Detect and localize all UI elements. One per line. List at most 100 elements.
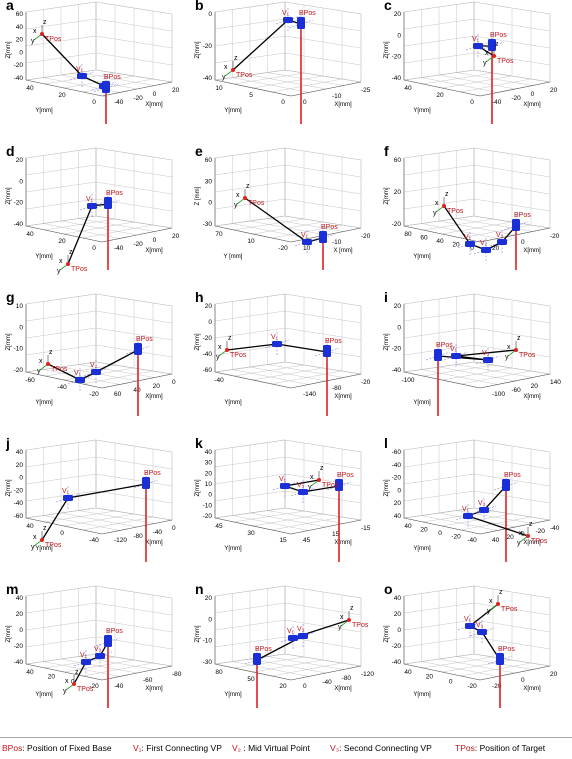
y-tick-label: 0 <box>281 99 285 106</box>
x-tick-label: 0 <box>303 683 307 690</box>
frame-z-label: z <box>495 41 499 48</box>
virtual-point-block <box>87 203 97 209</box>
frame-y-label: y <box>487 608 491 615</box>
joint-guide <box>244 655 270 665</box>
target-point <box>225 348 229 352</box>
y-tick-label: 20 <box>420 527 428 534</box>
joint-guide <box>479 41 505 51</box>
frame-x-label: x <box>519 530 523 537</box>
x-tick-label: 60 <box>114 391 122 398</box>
x-axis-label: X [mm] <box>334 248 353 254</box>
panel-a: 60 40 20 0 -20 -40 40 20 0 -40 -20 0 20 Z[mm] Y[mm] X[m… <box>4 0 184 144</box>
y-axis-label: Y[mm] <box>224 108 242 114</box>
z-axis-label: Z[mm] <box>195 625 201 642</box>
x-tick-label: -20 <box>361 233 371 240</box>
x-axis-label: X[mm] <box>523 248 541 254</box>
y-tick-label: -20 <box>89 391 99 398</box>
frame-x-label: x <box>310 474 314 481</box>
tpos-label: TPos <box>71 266 88 273</box>
frame-y-label: y <box>216 354 220 361</box>
target-point <box>317 478 321 482</box>
x-tick-label: -80 <box>172 671 182 678</box>
frame-x-label: x <box>236 192 240 199</box>
z-tick-label: -60 <box>203 367 213 374</box>
x-tick-label: -40 <box>153 529 163 536</box>
z-tick-label: 40 <box>16 595 24 602</box>
y-tick-label: -20 <box>467 683 477 690</box>
y-tick-label: 0 <box>92 245 96 252</box>
bpos-label: BPos <box>299 10 316 17</box>
z-tick-label: -20 <box>14 487 24 494</box>
target-point <box>46 362 50 366</box>
tpos-label: TPos <box>447 208 464 215</box>
base-block <box>512 219 520 231</box>
joint-guide <box>275 15 301 25</box>
joint-guide <box>93 83 119 93</box>
z-tick-label: 20 <box>205 470 213 477</box>
z-tick-label: 0 <box>208 319 212 326</box>
x-axis-label: X[mm] <box>145 248 163 254</box>
panel-letter: g <box>6 289 15 305</box>
joint-guide <box>288 19 314 29</box>
z-tick-label: 60 <box>205 157 213 164</box>
x-tick-label: -20 <box>536 528 546 535</box>
legend-bpos-text: : Position of Fixed Base <box>22 743 112 753</box>
joint-guide <box>455 511 481 521</box>
virtual-point-block <box>481 247 491 253</box>
virtual-point-block <box>477 629 487 635</box>
z-tick-label: -40 <box>14 221 24 228</box>
joint-guide <box>314 347 340 357</box>
x-tick-label: 0 <box>303 99 307 106</box>
z-tick-label: 0 <box>208 616 212 623</box>
joint-guide <box>310 233 336 243</box>
axes-box <box>25 147 173 243</box>
vp-label: V₁ <box>464 616 472 623</box>
z-tick-label: -40 <box>14 500 24 507</box>
legend-bpos-code: BPos <box>2 743 23 753</box>
z-tick-label: -30 <box>203 221 213 228</box>
bpos-label: BPos <box>504 472 521 479</box>
panel-plot-i: 20 0 -20 -40 -100 -100 -60 20 140 Z[mm] Y[mm] X[mm]… <box>384 293 561 416</box>
z-axis-label: Z [mm] <box>195 186 201 205</box>
z-tick-label: 40 <box>205 449 213 456</box>
legend-v2-code: V₂ <box>232 743 241 753</box>
joint-guide <box>79 201 105 211</box>
y-tick-label: 40 <box>26 523 34 530</box>
bpos-label: BPos <box>325 338 342 345</box>
target-point <box>40 538 44 542</box>
base-block <box>142 477 150 489</box>
z-tick-label: 20 <box>16 611 24 618</box>
z-tick-label: -60 <box>14 513 24 520</box>
y-tick-label: 5 <box>249 92 253 99</box>
x-tick-label: 40 <box>492 537 500 544</box>
y-axis-label: Y[mm] <box>413 108 431 114</box>
frame-x-label: x <box>65 678 69 685</box>
z-tick-label: 20 <box>16 157 24 164</box>
panel-letter: f <box>384 143 389 159</box>
robot-chain <box>457 595 513 708</box>
z-tick-label: -10 <box>14 346 24 353</box>
link-line <box>468 603 501 661</box>
y-tick-label: 30 <box>247 530 255 537</box>
x-tick-label: -120 <box>361 671 374 678</box>
frame-y-label: y <box>57 268 61 275</box>
x-tick-label: 20 <box>507 534 515 541</box>
frame-z-label: z <box>499 589 503 596</box>
y-tick-label: 0 <box>470 99 474 106</box>
tpos-label: TPos <box>352 622 369 629</box>
figure-grid: 60 40 20 0 -20 -40 40 20 0 -40 -20 0 20 Z[mm] Y[mm] X[m… <box>4 0 561 708</box>
vp-label: V₁ <box>287 628 295 635</box>
z-tick-label: 0 <box>19 627 23 634</box>
joint-guide <box>493 481 519 491</box>
y-tick-label: -40 <box>89 537 99 544</box>
x-tick-label: 0 <box>521 677 525 684</box>
frame-y-label: y <box>234 202 238 209</box>
frame-y-label: y <box>63 688 67 695</box>
frame-z-label: z <box>43 525 47 532</box>
bpos-label: BPos <box>514 212 531 219</box>
target-point <box>231 68 235 72</box>
x-tick-label: 0 <box>153 91 157 98</box>
x-tick-label: -20 <box>550 233 560 240</box>
virtual-point-block <box>75 377 85 383</box>
